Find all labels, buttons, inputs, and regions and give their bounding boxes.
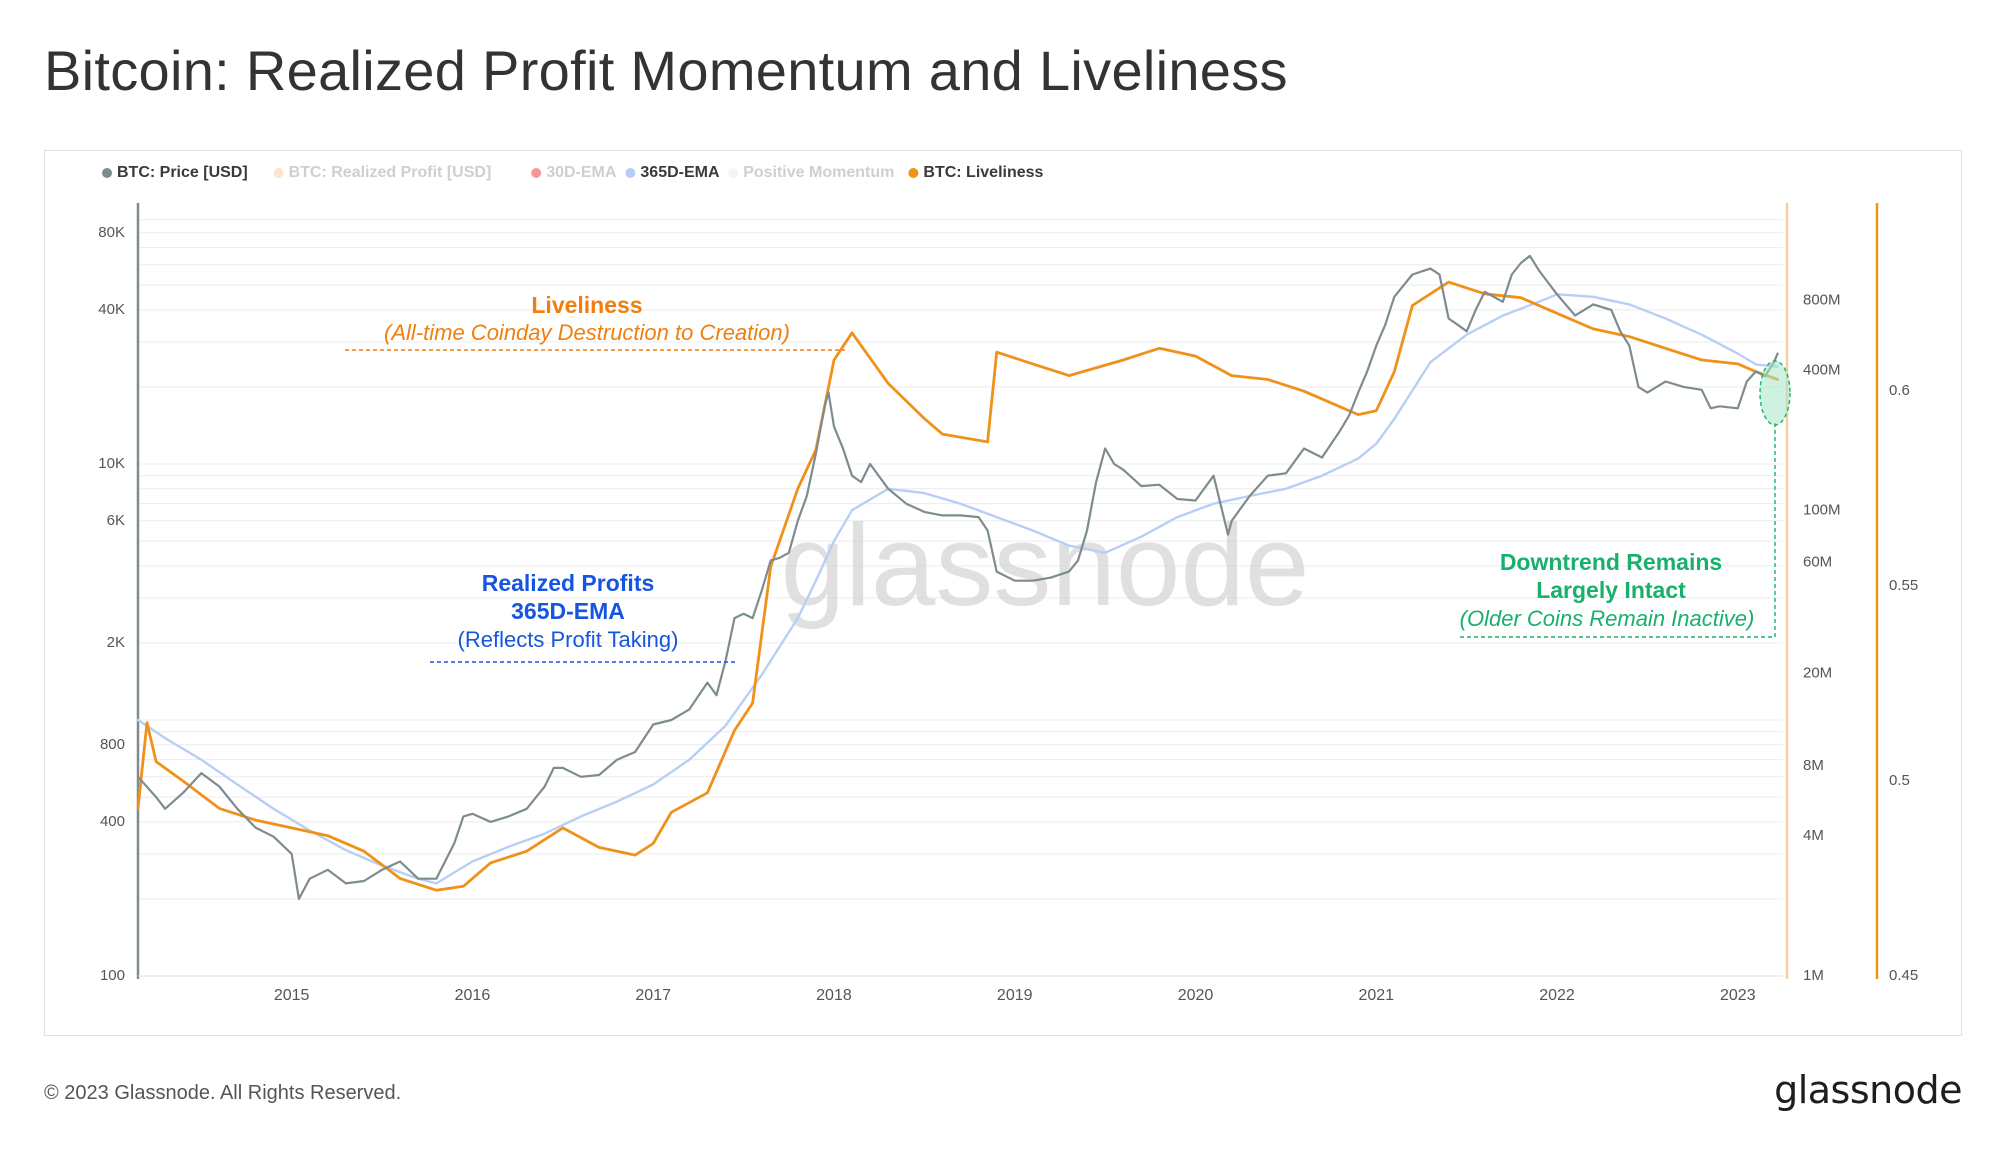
realized-profit-tick-label: 1M	[1803, 967, 1824, 984]
legend-marker	[625, 168, 636, 178]
price-line	[136, 254, 1779, 901]
annotation-liveliness-title: Liveliness	[531, 292, 642, 318]
chart-legend[interactable]: BTC: Price [USD] BTC: Realized Profit [US…	[102, 164, 1044, 181]
legend-item[interactable]: BTC: Price [USD]	[102, 164, 248, 181]
legend-item[interactable]: 365D-EMA	[625, 164, 720, 181]
chart-frame: BTC: Price [USD] BTC: Realized Profit [US…	[44, 150, 1962, 1036]
legend-item[interactable]: BTC: Liveliness	[908, 164, 1044, 181]
chart-svg: BTC: Price [USD] BTC: Realized Profit [US…	[98, 164, 1918, 1004]
annotation-realized-title-line1: Realized Profits	[482, 570, 655, 596]
legend-label: Positive Momentum	[743, 164, 894, 181]
realized-profit-tick-label: 800M	[1803, 292, 1841, 309]
annotation-downtrend-subtitle: (Older Coins Remain Inactive)	[1460, 606, 1755, 631]
price-tick-label: 10K	[98, 455, 125, 472]
x-tick-label: 2019	[997, 987, 1033, 1004]
realized-profit-tick-label: 400M	[1803, 362, 1841, 379]
price-tick-label: 400	[100, 813, 125, 830]
annotation-liveliness-subtitle: (All-time Coinday Destruction to Creatio…	[384, 320, 790, 345]
glassnode-watermark: glassnode	[781, 500, 1310, 630]
liveliness-tick-label: 0.6	[1889, 382, 1910, 399]
legend-marker	[728, 168, 739, 178]
liveliness-tick-label: 0.5	[1889, 772, 1910, 789]
annotation-realized-title-line2: 365D-EMA	[511, 598, 625, 624]
chart-annotations: Liveliness (All-time Coinday Destruction…	[345, 292, 1791, 663]
annotation-downtrend-leader	[1460, 421, 1776, 638]
price-tick-label: 800	[100, 736, 125, 753]
realized-profit-tick-label: 100M	[1803, 502, 1841, 519]
ema365-line	[136, 293, 1779, 885]
annotation-downtrend-highlight	[1759, 360, 1791, 426]
price-tick-label: 2K	[107, 634, 125, 651]
x-tick-label: 2017	[635, 987, 671, 1004]
chart-axes: 80K 40K 10K 6K 2K 800 400 100 800M 400M 100M 60M 20M…	[98, 203, 1918, 1004]
price-tick-label: 40K	[98, 301, 125, 318]
liveliness-line	[136, 280, 1779, 892]
x-tick-label: 2020	[1178, 987, 1214, 1004]
annotation-realized-subtitle: (Reflects Profit Taking)	[458, 627, 679, 652]
chart-series	[136, 254, 1779, 901]
x-tick-label: 2018	[816, 987, 852, 1004]
legend-label: 365D-EMA	[640, 164, 720, 181]
legend-marker	[908, 168, 919, 178]
legend-marker	[273, 168, 284, 178]
liveliness-tick-label: 0.45	[1889, 967, 1918, 984]
page-title: Bitcoin: Realized Profit Momentum and Li…	[44, 39, 1288, 102]
price-tick-label: 100	[100, 967, 125, 984]
price-tick-label: 80K	[98, 224, 125, 241]
x-tick-label: 2015	[274, 987, 310, 1004]
legend-marker	[102, 168, 112, 178]
realized-profit-tick-label: 20M	[1803, 664, 1832, 681]
annotation-downtrend-title-line2: Largely Intact	[1536, 577, 1686, 603]
liveliness-tick-label: 0.55	[1889, 577, 1918, 594]
legend-item[interactable]: Positive Momentum	[728, 164, 894, 181]
legend-label: BTC: Price [USD]	[117, 164, 248, 181]
legend-label: BTC: Liveliness	[923, 164, 1043, 181]
legend-marker	[531, 168, 542, 178]
legend-label: BTC: Realized Profit [USD]	[289, 164, 492, 181]
x-tick-label: 2021	[1358, 987, 1394, 1004]
legend-item[interactable]: 30D-EMA	[531, 164, 617, 181]
annotation-downtrend-title-line1: Downtrend Remains	[1500, 549, 1722, 575]
legend-item[interactable]: BTC: Realized Profit [USD]	[273, 164, 492, 181]
legend-label: 30D-EMA	[546, 164, 617, 181]
glassnode-logo[interactable]: glassnode	[1774, 1068, 1962, 1112]
realized-profit-tick-label: 8M	[1803, 757, 1824, 774]
x-tick-label: 2016	[455, 987, 491, 1004]
realized-profit-tick-label: 60M	[1803, 553, 1832, 570]
x-tick-label: 2023	[1720, 987, 1756, 1004]
x-tick-label: 2022	[1539, 987, 1575, 1004]
price-tick-label: 6K	[107, 512, 125, 529]
realized-profit-tick-label: 4M	[1803, 827, 1824, 844]
footer-copyright: © 2023 Glassnode. All Rights Reserved.	[44, 1082, 402, 1104]
